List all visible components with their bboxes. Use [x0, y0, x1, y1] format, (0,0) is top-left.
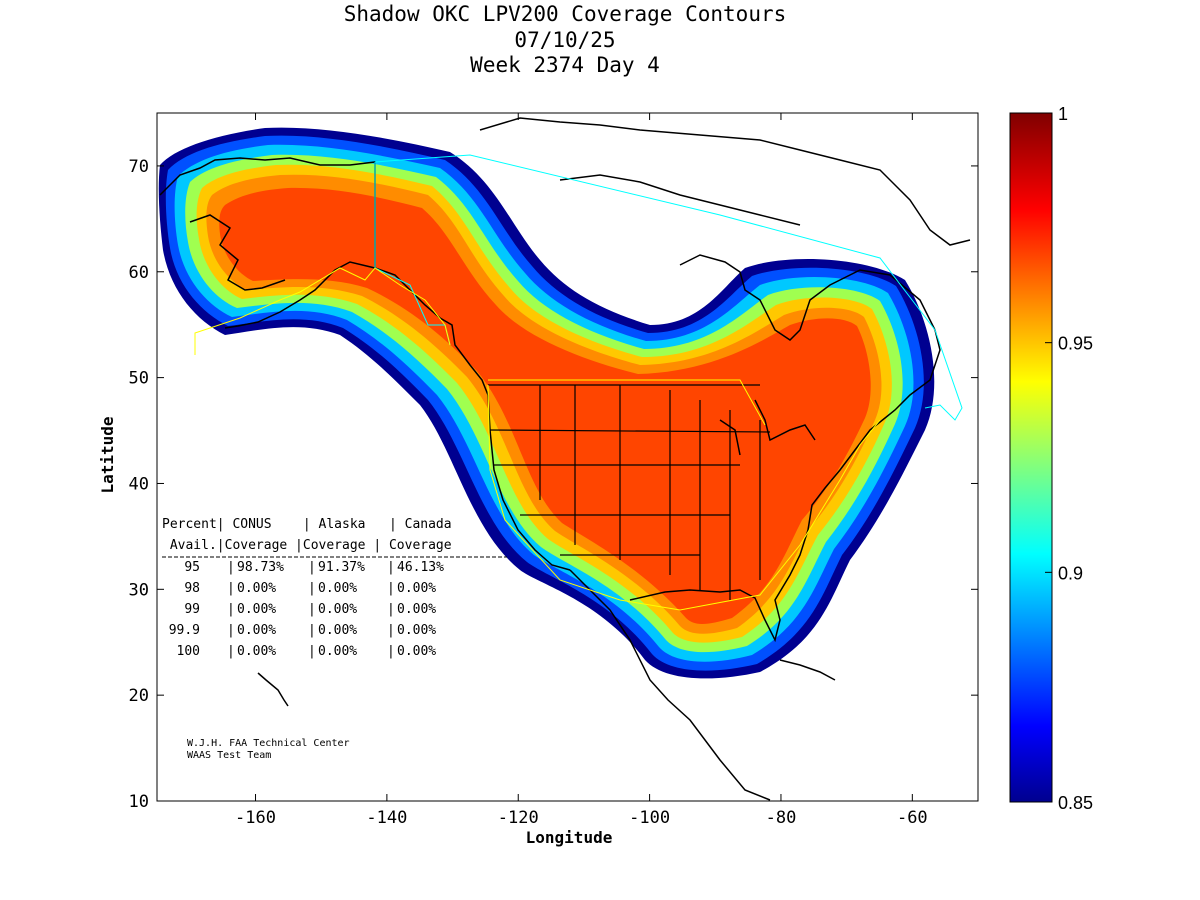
y-tick-label: 20	[129, 686, 149, 706]
table-separator: |	[387, 623, 395, 638]
table-cell-canada: 0.00%	[397, 623, 437, 638]
y-axis-label: Latitude	[98, 416, 117, 493]
table-separator: |	[227, 644, 235, 659]
table-separator: |	[308, 560, 316, 575]
table-separator: |	[387, 560, 395, 575]
table-separator: |	[308, 602, 316, 617]
table-cell-alaska: 0.00%	[318, 644, 358, 659]
table-cell-conus: 0.00%	[237, 602, 277, 617]
service-areas	[194, 154, 963, 611]
table-cell-canada: 0.00%	[397, 602, 437, 617]
great-lakes	[719, 399, 816, 456]
table-separator: |	[308, 623, 316, 638]
table-separator: |	[387, 644, 395, 659]
table-cell-conus: 0.00%	[237, 644, 277, 659]
y-tick-label: 50	[129, 369, 149, 389]
colorbar	[1009, 112, 1053, 803]
plot-frame	[156, 112, 979, 802]
coastlines	[159, 117, 971, 801]
colorbar-tick-label: 1	[1058, 104, 1068, 124]
alaska-service-outline	[194, 267, 766, 426]
x-tick-label: -120	[498, 808, 539, 828]
x-tick-label: -60	[897, 808, 928, 828]
y-tick-label: 60	[129, 263, 149, 283]
table-header-2: Avail.|Coverage |Coverage | Coverage	[162, 538, 452, 553]
table-cell-pct: 100	[176, 644, 200, 659]
hawaii	[257, 672, 289, 707]
state-borders	[488, 384, 771, 600]
table-separator: |	[227, 602, 235, 617]
table-divider	[162, 556, 507, 558]
credit-line-2: WAAS Test Team	[187, 750, 272, 761]
cuba	[779, 659, 836, 681]
table-separator: |	[227, 560, 235, 575]
chart-title: Shadow OKC LPV200 Coverage Contours	[343, 2, 787, 26]
chart-week-day: Week 2374 Day 4	[470, 53, 660, 77]
x-tick-label: -160	[235, 808, 276, 828]
x-tick-label: -80	[766, 808, 797, 828]
colorbar-tick-label: 0.95	[1058, 334, 1093, 354]
x-tick-label: -100	[629, 808, 670, 828]
colorbar-tick-label: 0.85	[1058, 793, 1093, 813]
y-tick-label: 40	[129, 474, 149, 494]
y-tick-label: 70	[129, 157, 149, 177]
table-separator: |	[227, 581, 235, 596]
table-cell-pct: 95	[184, 560, 200, 575]
x-tick-label: -140	[366, 808, 407, 828]
table-cell-alaska: 0.00%	[318, 623, 358, 638]
y-tick-label: 10	[129, 792, 149, 812]
table-cell-alaska: 0.00%	[318, 581, 358, 596]
y-tick-label: 30	[129, 580, 149, 600]
x-axis: -160 -140 -120 -100 -80 -60	[235, 113, 928, 828]
table-cell-alaska: 0.00%	[318, 602, 358, 617]
table-separator: |	[227, 623, 235, 638]
colorbar-tick-label: 0.9	[1058, 563, 1083, 583]
table-cell-pct: 99.9	[168, 623, 200, 638]
chart-date: 07/10/25	[514, 28, 616, 52]
table-cell-pct: 98	[184, 581, 200, 596]
table-cell-canada: 46.13%	[397, 560, 444, 575]
table-cell-conus: 98.73%	[237, 560, 284, 575]
table-header-1: Percent| CONUS | Alaska | Canada	[162, 517, 452, 532]
table-separator: |	[387, 602, 395, 617]
table-cell-canada: 0.00%	[397, 644, 437, 659]
gulf-coast	[629, 329, 941, 643]
canada-west-coast	[374, 267, 489, 396]
table-cell-pct: 99	[184, 602, 200, 617]
table-cell-conus: 0.00%	[237, 623, 277, 638]
y-axis: 10 20 30 40 50 60 70	[129, 157, 978, 812]
table-cell-conus: 0.00%	[237, 581, 277, 596]
x-axis-label: Longitude	[526, 828, 613, 847]
table-separator: |	[308, 644, 316, 659]
mexico-coast	[569, 569, 771, 801]
colorbar-ticks: 1 0.95 0.9 0.85	[1045, 104, 1093, 813]
table-cell-alaska: 91.37%	[318, 560, 365, 575]
conus-service-outline	[487, 384, 881, 611]
hudson-bay	[679, 254, 936, 341]
coverage-contours	[158, 127, 935, 679]
arctic-islands	[479, 117, 971, 246]
table-separator: |	[387, 581, 395, 596]
table-cell-canada: 0.00%	[397, 581, 437, 596]
credit-line-1: W.J.H. FAA Technical Center	[187, 738, 350, 749]
table-separator: |	[308, 581, 316, 596]
us-west-coast	[487, 394, 571, 571]
